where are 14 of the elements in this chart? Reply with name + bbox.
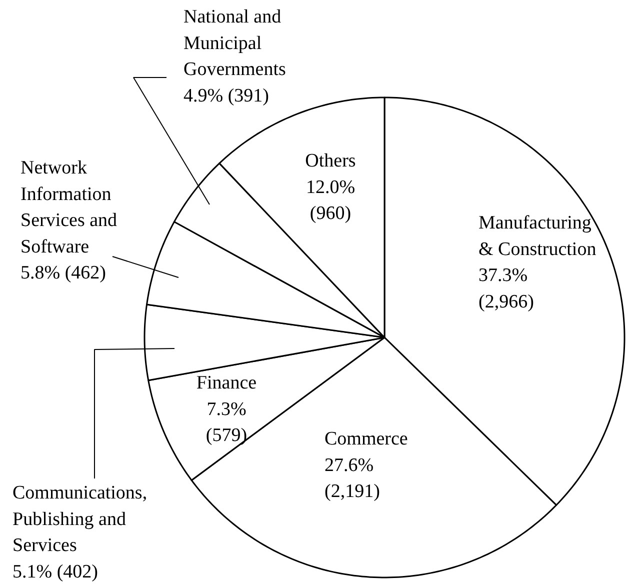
data-label: 27.6% (2,191): [324, 454, 380, 502]
slice-label: Finance: [196, 372, 257, 394]
data-label: 5.8% (462): [20, 262, 106, 284]
slice-label: Commerce: [324, 428, 408, 450]
slice-label: Network Information Services and Software: [20, 158, 118, 258]
data-label: 12.0% (960): [306, 176, 356, 224]
slice-label: National and Municipal Governments: [184, 6, 286, 80]
data-label: 7.3% (579): [206, 398, 248, 446]
slice-label: Communications, Publishing and Services: [12, 482, 148, 556]
data-label: 5.1% (402): [12, 561, 98, 582]
data-label: 4.9% (391): [184, 85, 269, 106]
slice-label: Manufacturing & Construction: [478, 212, 597, 260]
slice-label: Others: [305, 150, 356, 172]
data-label: 37.3% (2,966): [478, 265, 534, 312]
